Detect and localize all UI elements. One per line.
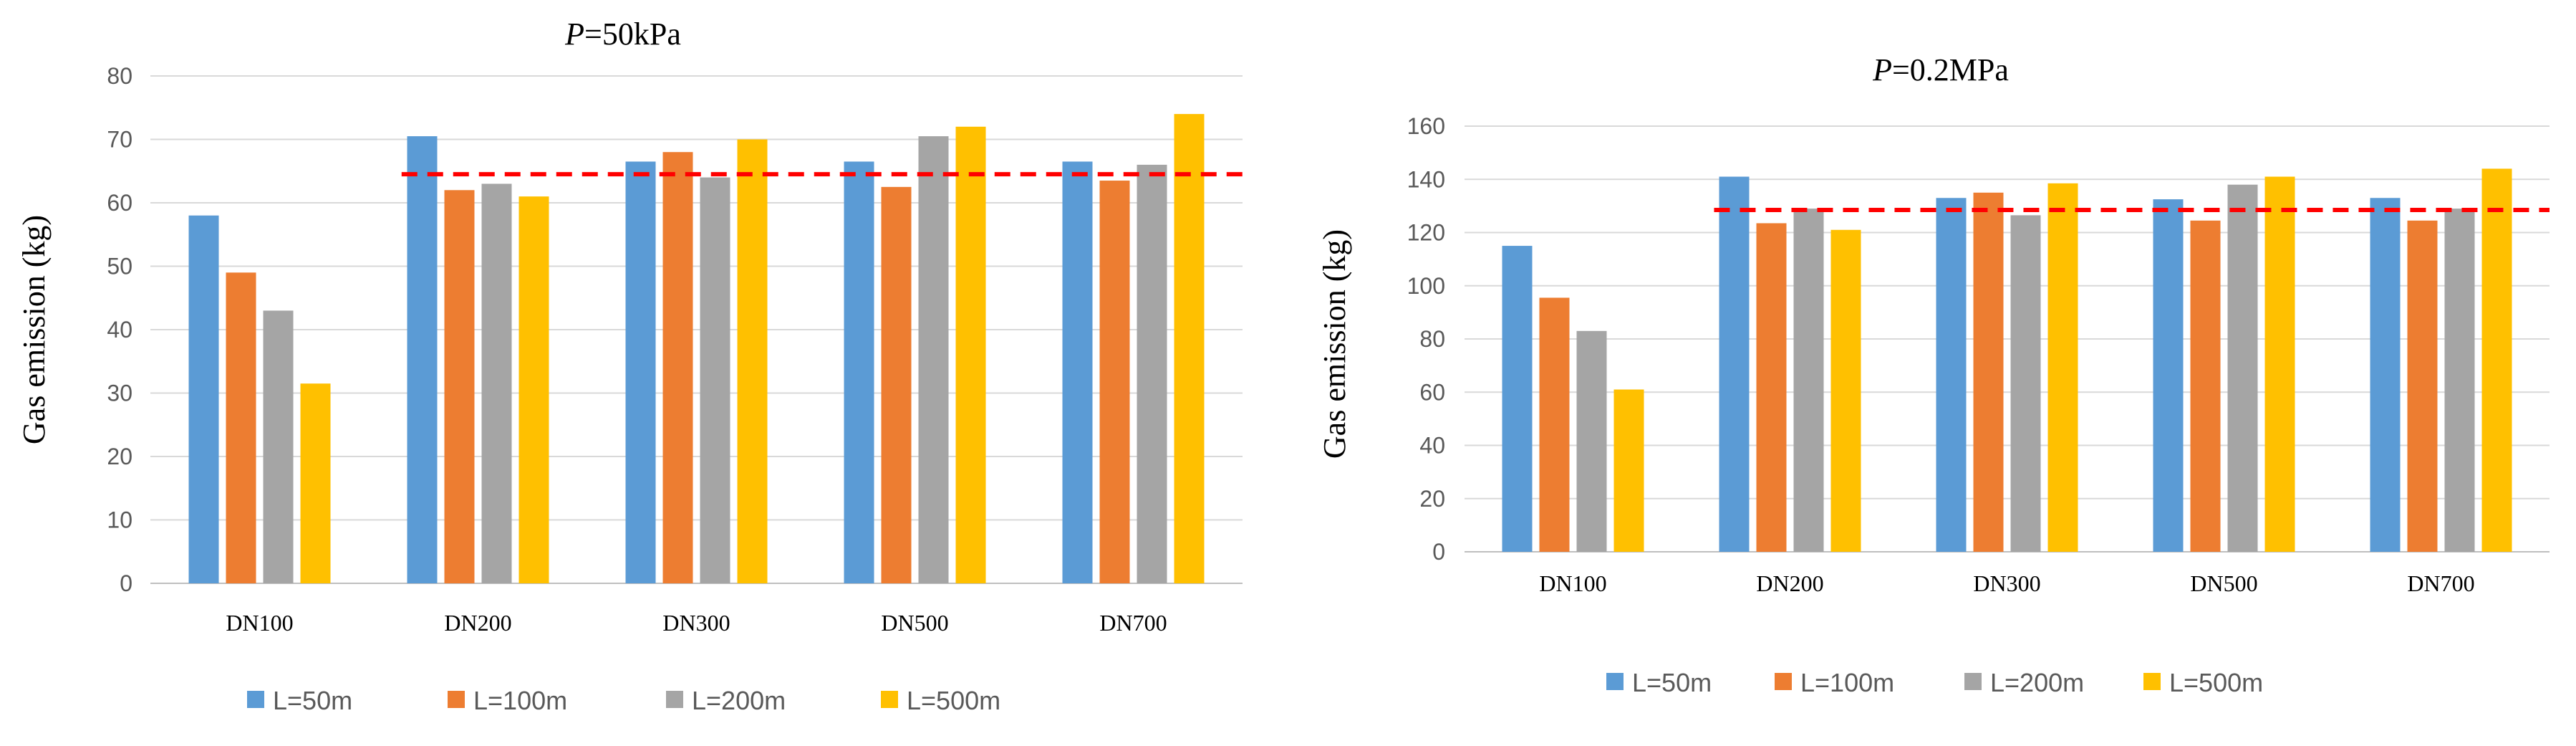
y-tick-label: 0 (1432, 539, 1445, 565)
bar-dn100-l-200m (263, 310, 294, 583)
y-tick-label: 0 (120, 570, 132, 596)
y-tick-label: 40 (107, 317, 132, 343)
legend-swatch (1964, 673, 1982, 690)
legend-swatch (247, 691, 264, 708)
y-tick-label: 20 (1419, 486, 1445, 512)
legend-swatch (666, 691, 683, 708)
legend-swatch (1606, 673, 1624, 690)
bar-dn300-l-50m (625, 161, 656, 584)
legend-label: L=50m (1632, 668, 1712, 697)
bar-dn200-l-500m (1830, 229, 1861, 552)
y-tick-label: 20 (107, 444, 132, 469)
y-tick-label: 80 (107, 63, 132, 89)
y-tick-label: 120 (1407, 220, 1445, 246)
legend-label: L=500m (907, 686, 1000, 715)
bar-dn100-l-100m (1539, 297, 1570, 552)
bar-dn100-l-50m (1502, 246, 1533, 552)
legend-label: L=50m (273, 686, 352, 715)
legend-label: L=200m (692, 686, 786, 715)
bar-dn300-l-50m (1936, 198, 1967, 552)
x-tick-label: DN300 (1973, 570, 2040, 596)
bar-dn500-l-100m (2190, 220, 2221, 552)
bar-dn200-l-100m (1756, 223, 1787, 552)
y-tick-label: 140 (1407, 166, 1445, 192)
bar-dn300-l-500m (737, 139, 768, 583)
bar-dn500-l-500m (955, 126, 986, 584)
legend-label: L=100m (473, 686, 567, 715)
y-tick-label: 160 (1407, 113, 1445, 139)
bar-dn300-l-200m (700, 177, 730, 584)
bar-dn200-l-50m (407, 136, 438, 583)
bar-dn100-l-500m (300, 383, 331, 583)
bar-dn700-l-500m (2481, 168, 2512, 552)
bar-dn300-l-200m (2010, 215, 2041, 552)
legend-label: L=100m (1800, 668, 1894, 697)
chart-title: P=50kPa (564, 16, 681, 52)
x-tick-label: DN100 (1539, 570, 1606, 596)
y-axis-label: Gas emission (kg) (16, 215, 52, 444)
y-tick-label: 60 (1419, 379, 1445, 405)
bar-dn200-l-200m (481, 183, 512, 583)
bar-dn500-l-50m (844, 161, 874, 584)
x-tick-label: DN500 (2190, 570, 2257, 596)
bar-dn700-l-50m (2370, 198, 2401, 552)
bar-dn200-l-50m (1719, 176, 1750, 553)
chart-p02mpa: P=0.2MPa Gas emission (kg) 0 20 40 60 80 100 120… (1317, 52, 2550, 697)
bar-dn300-l-100m (662, 152, 693, 583)
bar-dn700-l-200m (2444, 209, 2475, 552)
chart-p50kpa: P=50kPa Gas emission (kg) 0 10 20 30 40 50 60 70 8… (16, 16, 1243, 715)
y-tick-label: 10 (107, 507, 132, 533)
x-tick-label: DN100 (226, 610, 293, 636)
bar-dn300-l-500m (2047, 183, 2078, 553)
x-tick-label: DN500 (881, 610, 948, 636)
bar-dn700-l-200m (1137, 164, 1167, 583)
bar-dn500-l-200m (2227, 184, 2258, 552)
x-tick-label: DN200 (444, 610, 511, 636)
bar-dn100-l-50m (188, 215, 219, 583)
x-tick-label: DN700 (2407, 570, 2474, 596)
bar-dn700-l-100m (2407, 220, 2438, 552)
bar-dn500-l-100m (881, 186, 912, 583)
bar-dn500-l-500m (2264, 176, 2295, 553)
bar-dn500-l-200m (918, 136, 949, 583)
x-tick-label: DN700 (1099, 610, 1167, 636)
legend-swatch (448, 691, 465, 708)
y-tick-label: 60 (107, 190, 132, 216)
y-tick-label: 30 (107, 381, 132, 406)
y-tick-label: 100 (1407, 273, 1445, 299)
bar-dn200-l-100m (444, 190, 475, 583)
bar-dn100-l-100m (226, 272, 256, 583)
bar-dn500-l-50m (2153, 199, 2184, 552)
chart-title: P=0.2MPa (1872, 52, 2009, 87)
legend-label: L=200m (1990, 668, 2084, 697)
bar-dn700-l-100m (1099, 181, 1130, 583)
y-tick-label: 80 (1419, 326, 1445, 352)
legend-swatch (1775, 673, 1792, 690)
bar-dn200-l-500m (518, 196, 549, 583)
bar-dn300-l-100m (1973, 192, 2004, 552)
x-tick-label: DN300 (662, 610, 730, 636)
y-axis-label: Gas emission (kg) (1317, 229, 1352, 459)
bar-dn100-l-500m (1613, 389, 1644, 552)
bar-dn100-l-200m (1576, 330, 1607, 552)
bar-dn700-l-500m (1174, 114, 1205, 584)
bar-dn700-l-50m (1062, 161, 1093, 584)
y-tick-label: 50 (107, 254, 132, 279)
y-tick-label: 70 (107, 127, 132, 153)
legend-swatch (881, 691, 898, 708)
legend-label: L=500m (2169, 668, 2263, 697)
legend-swatch (2143, 673, 2161, 690)
y-tick-label: 40 (1419, 433, 1445, 459)
bar-dn200-l-200m (1793, 209, 1824, 552)
x-tick-label: DN200 (1756, 570, 1823, 596)
